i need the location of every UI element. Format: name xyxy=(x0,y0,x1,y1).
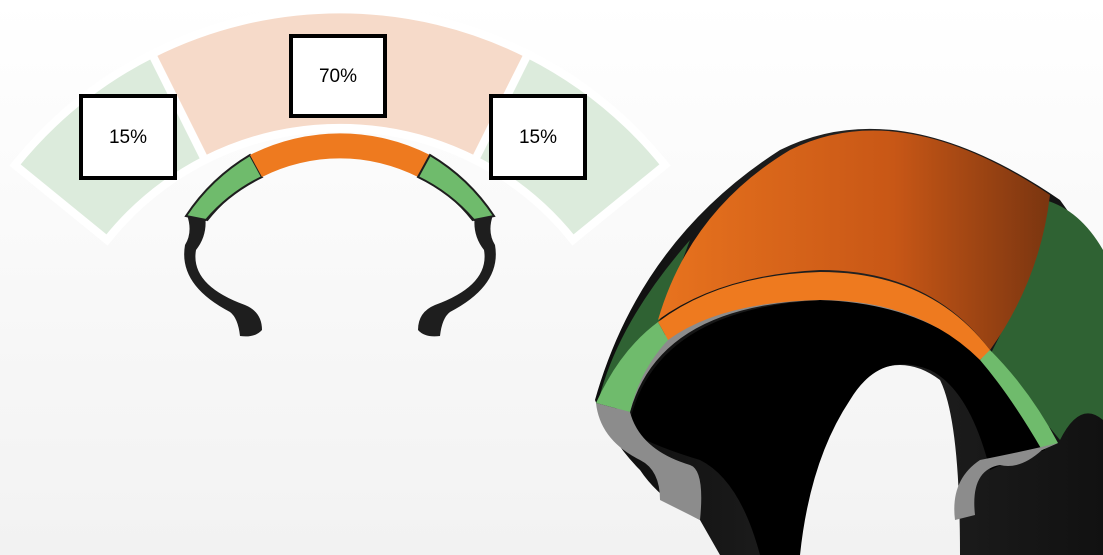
sidewall xyxy=(184,215,262,337)
tread-green xyxy=(416,153,496,222)
sidewall xyxy=(418,215,496,337)
bead xyxy=(596,403,702,520)
tread-orange-3d xyxy=(658,130,1050,350)
section-inner xyxy=(628,300,1045,555)
label: 15% xyxy=(519,127,557,148)
sidewall-green xyxy=(990,200,1103,440)
section-green xyxy=(596,322,668,412)
sidewall-green xyxy=(600,240,690,395)
section-green xyxy=(980,350,1058,450)
label: 70% xyxy=(319,66,357,87)
label: 15% xyxy=(109,127,147,148)
label-box: 15% xyxy=(489,94,587,180)
label-box: 15% xyxy=(79,94,177,180)
bead xyxy=(954,443,1058,520)
tire-3d xyxy=(595,128,1103,555)
tread-orange xyxy=(250,133,430,177)
label-box: 70% xyxy=(289,34,387,118)
section-tread xyxy=(658,272,990,360)
